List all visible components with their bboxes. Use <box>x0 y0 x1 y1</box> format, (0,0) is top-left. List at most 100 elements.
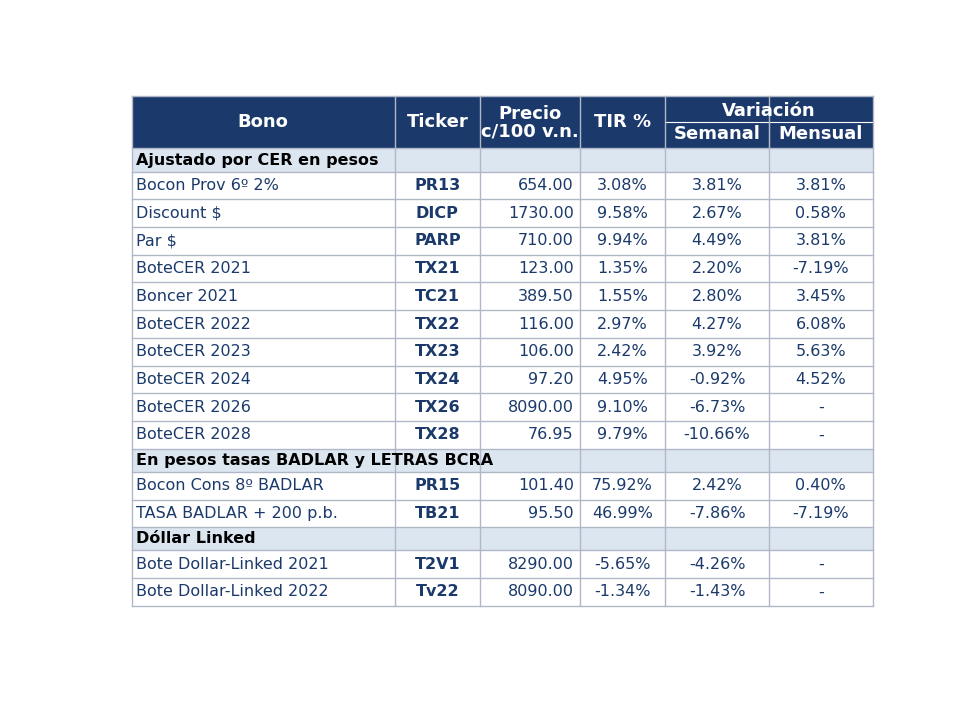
Text: -1.34%: -1.34% <box>595 584 651 599</box>
Text: TX24: TX24 <box>415 372 461 387</box>
FancyBboxPatch shape <box>131 527 873 550</box>
Text: 123.00: 123.00 <box>518 261 574 276</box>
Text: 389.50: 389.50 <box>518 289 574 304</box>
Text: TC21: TC21 <box>415 289 460 304</box>
Text: Bocon Cons 8º BADLAR: Bocon Cons 8º BADLAR <box>136 479 324 493</box>
Text: BoteCER 2021: BoteCER 2021 <box>136 261 252 276</box>
Text: -: - <box>818 427 824 442</box>
Text: -7.19%: -7.19% <box>793 506 849 521</box>
Text: TX23: TX23 <box>415 344 461 359</box>
Text: 101.40: 101.40 <box>517 479 574 493</box>
Text: 1.55%: 1.55% <box>597 289 648 304</box>
Text: TX28: TX28 <box>415 427 461 442</box>
FancyBboxPatch shape <box>131 578 873 606</box>
Text: -: - <box>818 584 824 599</box>
Text: TX22: TX22 <box>415 316 461 332</box>
Text: PR15: PR15 <box>415 479 461 493</box>
Text: Ticker: Ticker <box>407 113 468 131</box>
Text: 116.00: 116.00 <box>517 316 574 332</box>
Text: Precio: Precio <box>499 106 562 124</box>
Text: -: - <box>818 557 824 572</box>
Text: Bocon Prov 6º 2%: Bocon Prov 6º 2% <box>136 178 279 193</box>
Text: -6.73%: -6.73% <box>689 400 746 415</box>
Text: Tv22: Tv22 <box>416 584 460 599</box>
Text: 2.97%: 2.97% <box>597 316 648 332</box>
Text: 0.58%: 0.58% <box>796 206 847 221</box>
Text: 106.00: 106.00 <box>518 344 574 359</box>
Text: 3.92%: 3.92% <box>692 344 743 359</box>
Text: 1730.00: 1730.00 <box>508 206 574 221</box>
Text: BoteCER 2022: BoteCER 2022 <box>136 316 251 332</box>
Text: 2.42%: 2.42% <box>597 344 648 359</box>
Text: En pesos tasas BADLAR y LETRAS BCRA: En pesos tasas BADLAR y LETRAS BCRA <box>136 452 494 468</box>
Text: BoteCER 2026: BoteCER 2026 <box>136 400 251 415</box>
Text: 2.80%: 2.80% <box>692 289 743 304</box>
Text: 2.20%: 2.20% <box>692 261 743 276</box>
Text: Dóllar Linked: Dóllar Linked <box>136 531 256 547</box>
Text: -5.65%: -5.65% <box>595 557 651 572</box>
Text: 654.00: 654.00 <box>518 178 574 193</box>
Text: -7.86%: -7.86% <box>689 506 746 521</box>
Text: 3.08%: 3.08% <box>597 178 648 193</box>
FancyBboxPatch shape <box>131 227 873 255</box>
Text: BoteCER 2028: BoteCER 2028 <box>136 427 252 442</box>
Text: Bote Dollar-Linked 2021: Bote Dollar-Linked 2021 <box>136 557 329 572</box>
Text: -4.26%: -4.26% <box>689 557 746 572</box>
Text: 2.42%: 2.42% <box>692 479 743 493</box>
Text: TX26: TX26 <box>415 400 461 415</box>
Text: TB21: TB21 <box>415 506 461 521</box>
FancyBboxPatch shape <box>131 199 873 227</box>
Text: Discount $: Discount $ <box>136 206 222 221</box>
Text: 46.99%: 46.99% <box>592 506 653 521</box>
Text: 95.50: 95.50 <box>528 506 574 521</box>
Text: 4.27%: 4.27% <box>692 316 743 332</box>
Text: -0.92%: -0.92% <box>689 372 746 387</box>
Text: 4.95%: 4.95% <box>597 372 648 387</box>
Text: 0.40%: 0.40% <box>796 479 846 493</box>
FancyBboxPatch shape <box>131 550 873 578</box>
Text: c/100 v.n.: c/100 v.n. <box>481 123 579 140</box>
FancyBboxPatch shape <box>131 472 873 500</box>
Text: BoteCER 2024: BoteCER 2024 <box>136 372 251 387</box>
Text: Ajustado por CER en pesos: Ajustado por CER en pesos <box>136 153 379 167</box>
Text: 8090.00: 8090.00 <box>508 584 574 599</box>
FancyBboxPatch shape <box>131 282 873 310</box>
Text: TX21: TX21 <box>415 261 461 276</box>
Text: T2V1: T2V1 <box>415 557 461 572</box>
Text: 710.00: 710.00 <box>518 233 574 248</box>
Text: -10.66%: -10.66% <box>684 427 751 442</box>
FancyBboxPatch shape <box>131 148 873 172</box>
Text: Bono: Bono <box>238 113 289 131</box>
FancyBboxPatch shape <box>131 500 873 527</box>
Text: TIR %: TIR % <box>594 113 651 131</box>
Text: BoteCER 2023: BoteCER 2023 <box>136 344 251 359</box>
Text: 8290.00: 8290.00 <box>508 557 574 572</box>
Text: Bote Dollar-Linked 2022: Bote Dollar-Linked 2022 <box>136 584 329 599</box>
FancyBboxPatch shape <box>131 338 873 366</box>
Text: 4.49%: 4.49% <box>692 233 743 248</box>
Text: -: - <box>818 400 824 415</box>
Text: 8090.00: 8090.00 <box>508 400 574 415</box>
Text: 9.79%: 9.79% <box>597 427 648 442</box>
Text: 4.52%: 4.52% <box>796 372 846 387</box>
Text: 9.58%: 9.58% <box>597 206 648 221</box>
Text: 3.81%: 3.81% <box>796 178 847 193</box>
FancyBboxPatch shape <box>131 393 873 421</box>
Text: Boncer 2021: Boncer 2021 <box>136 289 238 304</box>
Text: 6.08%: 6.08% <box>796 316 847 332</box>
Text: 9.10%: 9.10% <box>597 400 648 415</box>
Text: 2.67%: 2.67% <box>692 206 743 221</box>
Text: 97.20: 97.20 <box>528 372 574 387</box>
FancyBboxPatch shape <box>131 172 873 199</box>
FancyBboxPatch shape <box>131 421 873 449</box>
Text: 3.45%: 3.45% <box>796 289 846 304</box>
Text: 75.92%: 75.92% <box>592 479 653 493</box>
FancyBboxPatch shape <box>131 449 873 472</box>
Text: TASA BADLAR + 200 p.b.: TASA BADLAR + 200 p.b. <box>136 506 338 521</box>
Text: Semanal: Semanal <box>673 125 760 143</box>
Text: PARP: PARP <box>415 233 461 248</box>
Text: DICP: DICP <box>416 206 459 221</box>
Text: Par $: Par $ <box>136 233 177 248</box>
Text: Mensual: Mensual <box>779 125 863 143</box>
Text: 76.95: 76.95 <box>528 427 574 442</box>
